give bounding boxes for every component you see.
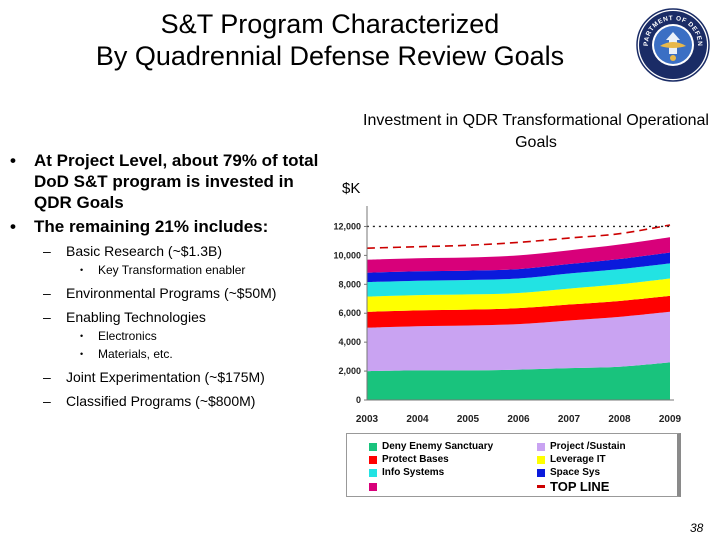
bullet-marker: – bbox=[43, 243, 51, 259]
bullet-text: Joint Experimentation (~$175M) bbox=[66, 369, 265, 385]
bullet-marker: • bbox=[10, 151, 16, 170]
legend-item: Leverage IT bbox=[537, 453, 606, 466]
area-series-leverage-it bbox=[367, 278, 670, 312]
legend-swatch bbox=[369, 482, 377, 491]
area-series-unlabeled-6 bbox=[367, 237, 670, 273]
y-tick-label: 10,000 bbox=[333, 250, 361, 260]
legend-item: Deny Enemy Sanctuary bbox=[369, 440, 493, 453]
y-tick-label: 8,000 bbox=[338, 279, 361, 289]
bullet-text: The remaining 21% includes: bbox=[34, 217, 269, 236]
chart-title: Investment in QDR Transformational Opera… bbox=[363, 112, 709, 151]
area-series-space-sys bbox=[367, 252, 670, 283]
legend-label: Deny Enemy Sanctuary bbox=[382, 441, 494, 452]
slide-title-line-2: By Quadrennial Defense Review Goals bbox=[95, 41, 565, 71]
bullet-text: Environmental Programs (~$50M) bbox=[66, 285, 277, 301]
bullet-level-1: • At Project Level, about 79% of total Do… bbox=[8, 150, 328, 213]
legend-item: Space Sys bbox=[537, 466, 600, 479]
legend-swatch bbox=[537, 455, 545, 464]
bullet-text: Classified Programs (~$800M) bbox=[66, 393, 256, 409]
legend-item bbox=[369, 480, 382, 493]
bullet-level-3: • Key Transformation enabler bbox=[8, 262, 328, 279]
stacked-area-chart: 0 2,000 4,000 6,000 8,000 10,000 12,000 2003 200… bbox=[333, 206, 682, 425]
x-tick-label: 2004 bbox=[406, 414, 429, 425]
legend-swatch bbox=[369, 455, 377, 464]
x-tick-label: 2003 bbox=[356, 414, 379, 425]
bullet-marker: – bbox=[43, 369, 51, 385]
x-tick-label: 2009 bbox=[659, 414, 682, 425]
legend-label: Protect Bases bbox=[382, 454, 449, 465]
legend-swatch bbox=[537, 485, 545, 488]
bullet-text: Materials, etc. bbox=[98, 347, 173, 361]
bullet-marker: – bbox=[43, 309, 51, 325]
y-tick-label: 0 bbox=[356, 395, 361, 405]
bullet-level-2: – Classified Programs (~$800M) bbox=[8, 392, 328, 411]
slide-title: S&T Program Characterized By Quadrennial… bbox=[20, 8, 640, 72]
legend-label: Space Sys bbox=[550, 467, 601, 478]
x-tick-label: 2007 bbox=[558, 414, 581, 425]
bullet-level-2: – Environmental Programs (~$50M) bbox=[8, 284, 328, 303]
bullet-level-1: • The remaining 21% includes: bbox=[8, 216, 328, 237]
area-series-project-sustain bbox=[367, 311, 670, 372]
y-tick-label: 2,000 bbox=[338, 366, 361, 376]
bullet-marker: – bbox=[43, 393, 51, 409]
x-tick-label: 2008 bbox=[608, 414, 631, 425]
y-axis-unit-label: $K bbox=[342, 180, 361, 197]
dod-seal-icon: DEPARTMENT OF DEFENSE bbox=[636, 8, 710, 82]
line-top-line bbox=[366, 224, 671, 249]
bullet-marker: • bbox=[80, 265, 84, 275]
legend-label: Project /Sustain bbox=[550, 441, 626, 452]
page-number: 38 bbox=[690, 521, 704, 535]
area-series-protect-bases bbox=[367, 295, 670, 328]
legend-label: Info Systems bbox=[382, 467, 445, 478]
bullet-level-2: – Basic Research (~$1.3B) bbox=[8, 242, 328, 261]
x-tick-label: 2005 bbox=[457, 414, 480, 425]
bullet-list: • At Project Level, about 79% of total Do… bbox=[8, 150, 328, 411]
y-tick-label: 6,000 bbox=[338, 308, 361, 318]
bullet-marker: • bbox=[10, 217, 16, 236]
x-tick-label: 2006 bbox=[507, 414, 530, 425]
legend-item: Protect Bases bbox=[369, 453, 449, 466]
legend-swatch bbox=[537, 468, 545, 477]
bullet-text: At Project Level, about 79% of total DoD… bbox=[34, 151, 319, 212]
bullet-level-2: – Enabling Technologies bbox=[8, 308, 328, 327]
legend-label: Leverage IT bbox=[550, 454, 606, 465]
bullet-text: Basic Research (~$1.3B) bbox=[66, 243, 223, 259]
bullet-level-3: • Materials, etc. bbox=[8, 346, 328, 363]
legend-item: Info Systems bbox=[369, 466, 444, 479]
bullet-level-2: – Joint Experimentation (~$175M) bbox=[8, 368, 328, 387]
bullet-marker: • bbox=[80, 349, 84, 359]
bullet-text: Electronics bbox=[98, 329, 157, 343]
y-tick-label: 12,000 bbox=[333, 221, 361, 231]
area-series-info-systems bbox=[367, 263, 670, 297]
bullet-text: Enabling Technologies bbox=[66, 309, 206, 325]
legend-swatch bbox=[369, 442, 377, 451]
y-tick-label: 4,000 bbox=[338, 337, 361, 347]
legend-item: TOP LINE bbox=[537, 479, 610, 494]
bullet-marker: • bbox=[80, 331, 84, 341]
slide-title-line-1: S&T Program Characterized bbox=[160, 9, 500, 39]
area-series-deny-enemy-sanctuary bbox=[367, 362, 670, 400]
bullet-text: Key Transformation enabler bbox=[98, 263, 246, 277]
bullet-level-3: • Electronics bbox=[8, 328, 328, 345]
legend-item: Project /Sustain bbox=[537, 440, 626, 453]
chart-legend: Deny Enemy Sanctuary Project /Sustain Prot… bbox=[346, 433, 681, 497]
legend-swatch bbox=[369, 468, 377, 477]
bullet-marker: – bbox=[43, 285, 51, 301]
legend-label: TOP LINE bbox=[550, 479, 610, 494]
legend-swatch bbox=[537, 442, 545, 451]
